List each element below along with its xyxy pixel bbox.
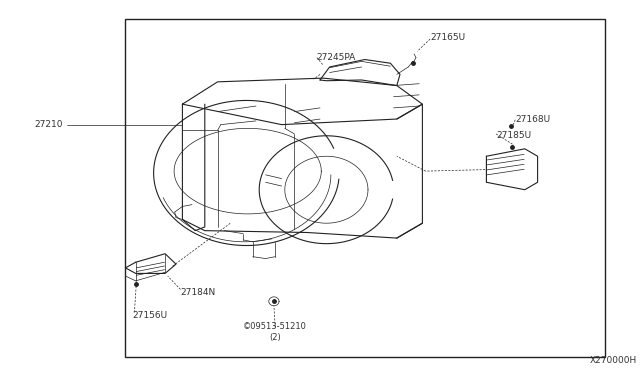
- Text: X270000H: X270000H: [589, 356, 637, 365]
- Text: 27185U: 27185U: [496, 131, 531, 140]
- Text: ©09513-51210
(2): ©09513-51210 (2): [243, 322, 307, 341]
- Text: 27168U: 27168U: [515, 115, 550, 124]
- Text: 27156U: 27156U: [132, 311, 168, 320]
- Text: 27184N: 27184N: [180, 288, 216, 296]
- Text: 27210: 27210: [34, 120, 63, 129]
- Text: 27245PA: 27245PA: [317, 53, 356, 62]
- Bar: [125, 19, 605, 357]
- Text: 27165U: 27165U: [430, 33, 465, 42]
